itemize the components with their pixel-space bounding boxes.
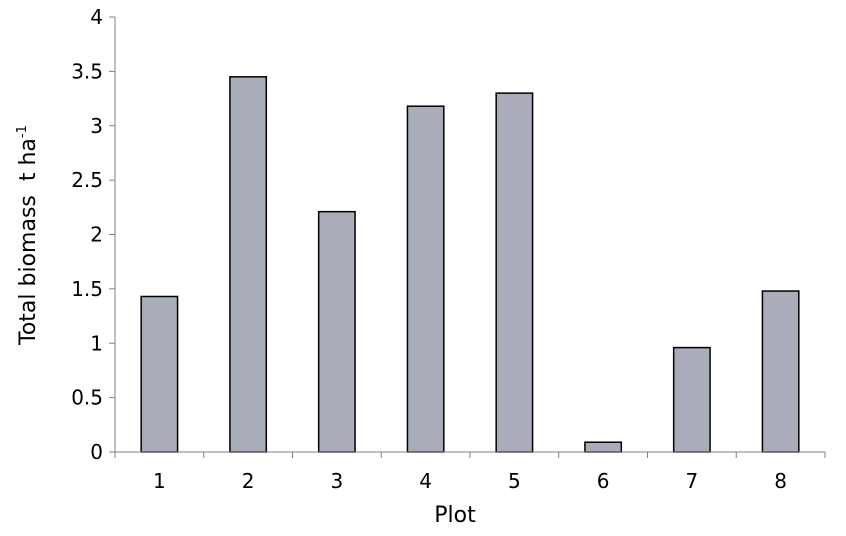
x-tick-label: 3 — [331, 469, 344, 493]
x-tick-label: 8 — [774, 469, 787, 493]
bar-plot-6 — [584, 441, 623, 453]
y-ticks-group: 0 0.5 1 1.5 2 2.5 3 3.5 4 — [71, 5, 115, 464]
bars-group — [140, 76, 800, 453]
bar-plot-2 — [229, 76, 268, 453]
y-tick-label: 3 — [90, 114, 103, 138]
bar-plot-5 — [495, 92, 534, 453]
x-tick-label: 4 — [419, 469, 432, 493]
x-tick-label: 2 — [242, 469, 255, 493]
x-tick-label: 6 — [597, 469, 610, 493]
bar-plot-4 — [406, 105, 445, 453]
bar-plot-3 — [317, 210, 356, 453]
bar-plot-8 — [761, 290, 800, 453]
x-ticks-group: 1 2 3 4 5 6 7 8 — [114, 452, 826, 493]
y-tick-label: 2.5 — [71, 168, 103, 192]
x-tick-label: 7 — [686, 469, 699, 493]
bar-plot-1 — [140, 295, 179, 453]
x-tick-label: 1 — [153, 469, 166, 493]
y-axis-title: Total biomass t ha-1 — [15, 125, 41, 346]
y-tick-label: 0.5 — [71, 386, 103, 410]
y-tick-label: 1 — [90, 331, 103, 355]
bar-plot-7 — [672, 346, 711, 453]
y-tick-label: 4 — [90, 5, 103, 29]
y-tick-label: 0 — [90, 440, 103, 464]
y-tick-label: 2 — [90, 223, 103, 247]
y-axis-title-superscript: -1 — [15, 125, 30, 138]
plot-area: 0 0.5 1 1.5 2 2.5 3 3.5 4 1 2 3 4 5 6 7 8 — [71, 5, 826, 493]
x-axis-title: Plot — [434, 503, 476, 528]
y-axis-title-main: Total biomass t ha — [16, 138, 41, 346]
x-tick-label: 5 — [508, 469, 521, 493]
y-tick-label: 3.5 — [71, 59, 103, 83]
y-tick-label: 1.5 — [71, 277, 103, 301]
